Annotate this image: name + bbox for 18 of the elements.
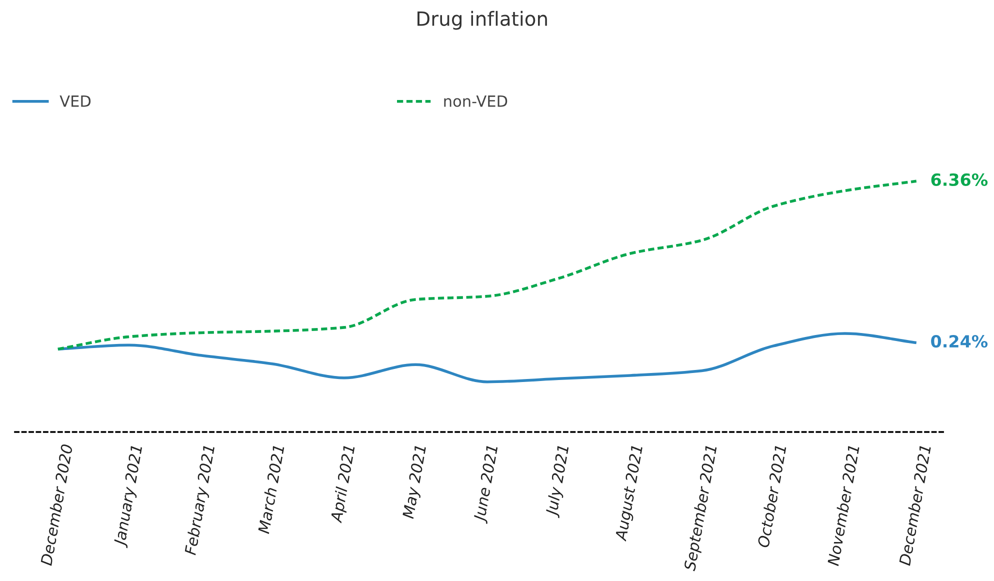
data-label: 0.24%	[931, 334, 988, 348]
x-tick-label: June 2021	[473, 445, 501, 524]
chart-title: Drug inflation	[418, 10, 547, 30]
legend-label: non-VED	[444, 96, 508, 107]
x-tick-label: February 2021	[184, 445, 218, 556]
x-tick-label: September 2021	[683, 445, 720, 572]
x-tick-label: January 2021	[113, 445, 146, 548]
x-tick-label: April 2021	[330, 445, 358, 524]
legend-label: VED	[60, 96, 91, 107]
x-tick-label: December 2021	[898, 445, 932, 566]
x-tick-label: May 2021	[402, 445, 430, 520]
x-tick-label: November 2021	[826, 445, 860, 566]
x-tick-label: October 2021	[757, 445, 786, 548]
data-label: 6.36%	[931, 173, 988, 186]
x-tick-label: March 2021	[257, 445, 284, 534]
x-tick-label: August 2021	[614, 445, 646, 542]
x-tick-label: December 2020	[40, 444, 73, 566]
x-tick-label: July 2021	[544, 445, 572, 518]
